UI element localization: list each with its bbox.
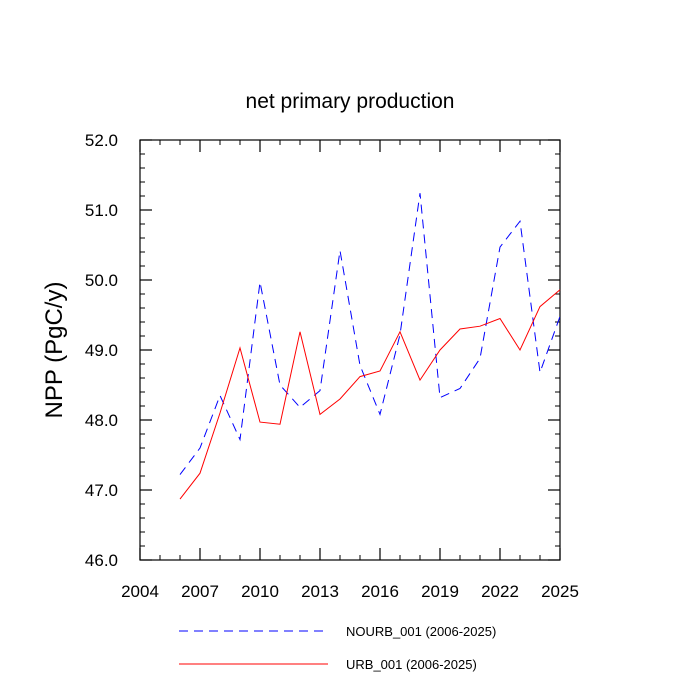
x-tick-label: 2004: [121, 582, 159, 601]
major-ticks: [139, 139, 561, 561]
x-tick-label: 2013: [301, 582, 339, 601]
legend: NOURB_001 (2006-2025) URB_001 (2006-2025): [179, 624, 496, 672]
series-line-2: [179, 289, 561, 500]
y-tick-label: 49.0: [85, 341, 118, 360]
series-line-1: [179, 193, 561, 475]
x-tick-label: 2010: [241, 582, 279, 601]
y-tick-label: 50.0: [85, 271, 118, 290]
y-tick-label: 48.0: [85, 411, 118, 430]
minor-ticks: [139, 139, 561, 561]
y-tick-label: 52.0: [85, 131, 118, 150]
tick-labels: 2004 2007 2010 2013 2016 2019 2022 2025 46.0 47.0…: [85, 131, 579, 601]
legend-label-1: NOURB_001 (2006-2025): [346, 624, 496, 639]
legend-label-2: URB_001 (2006-2025): [346, 657, 477, 672]
y-tick-label: 51.0: [85, 201, 118, 220]
y-tick-label: 46.0: [85, 551, 118, 570]
y-axis-label: NPP (PgC/y): [41, 282, 68, 419]
chart-title: net primary production: [246, 90, 455, 113]
series-layer: [179, 193, 561, 500]
x-tick-label: 2022: [481, 582, 519, 601]
x-tick-label: 2025: [541, 582, 579, 601]
x-tick-label: 2019: [421, 582, 459, 601]
y-tick-label: 47.0: [85, 481, 118, 500]
x-tick-label: 2016: [361, 582, 399, 601]
x-tick-label: 2007: [181, 582, 219, 601]
plot-frame: [139, 139, 561, 561]
